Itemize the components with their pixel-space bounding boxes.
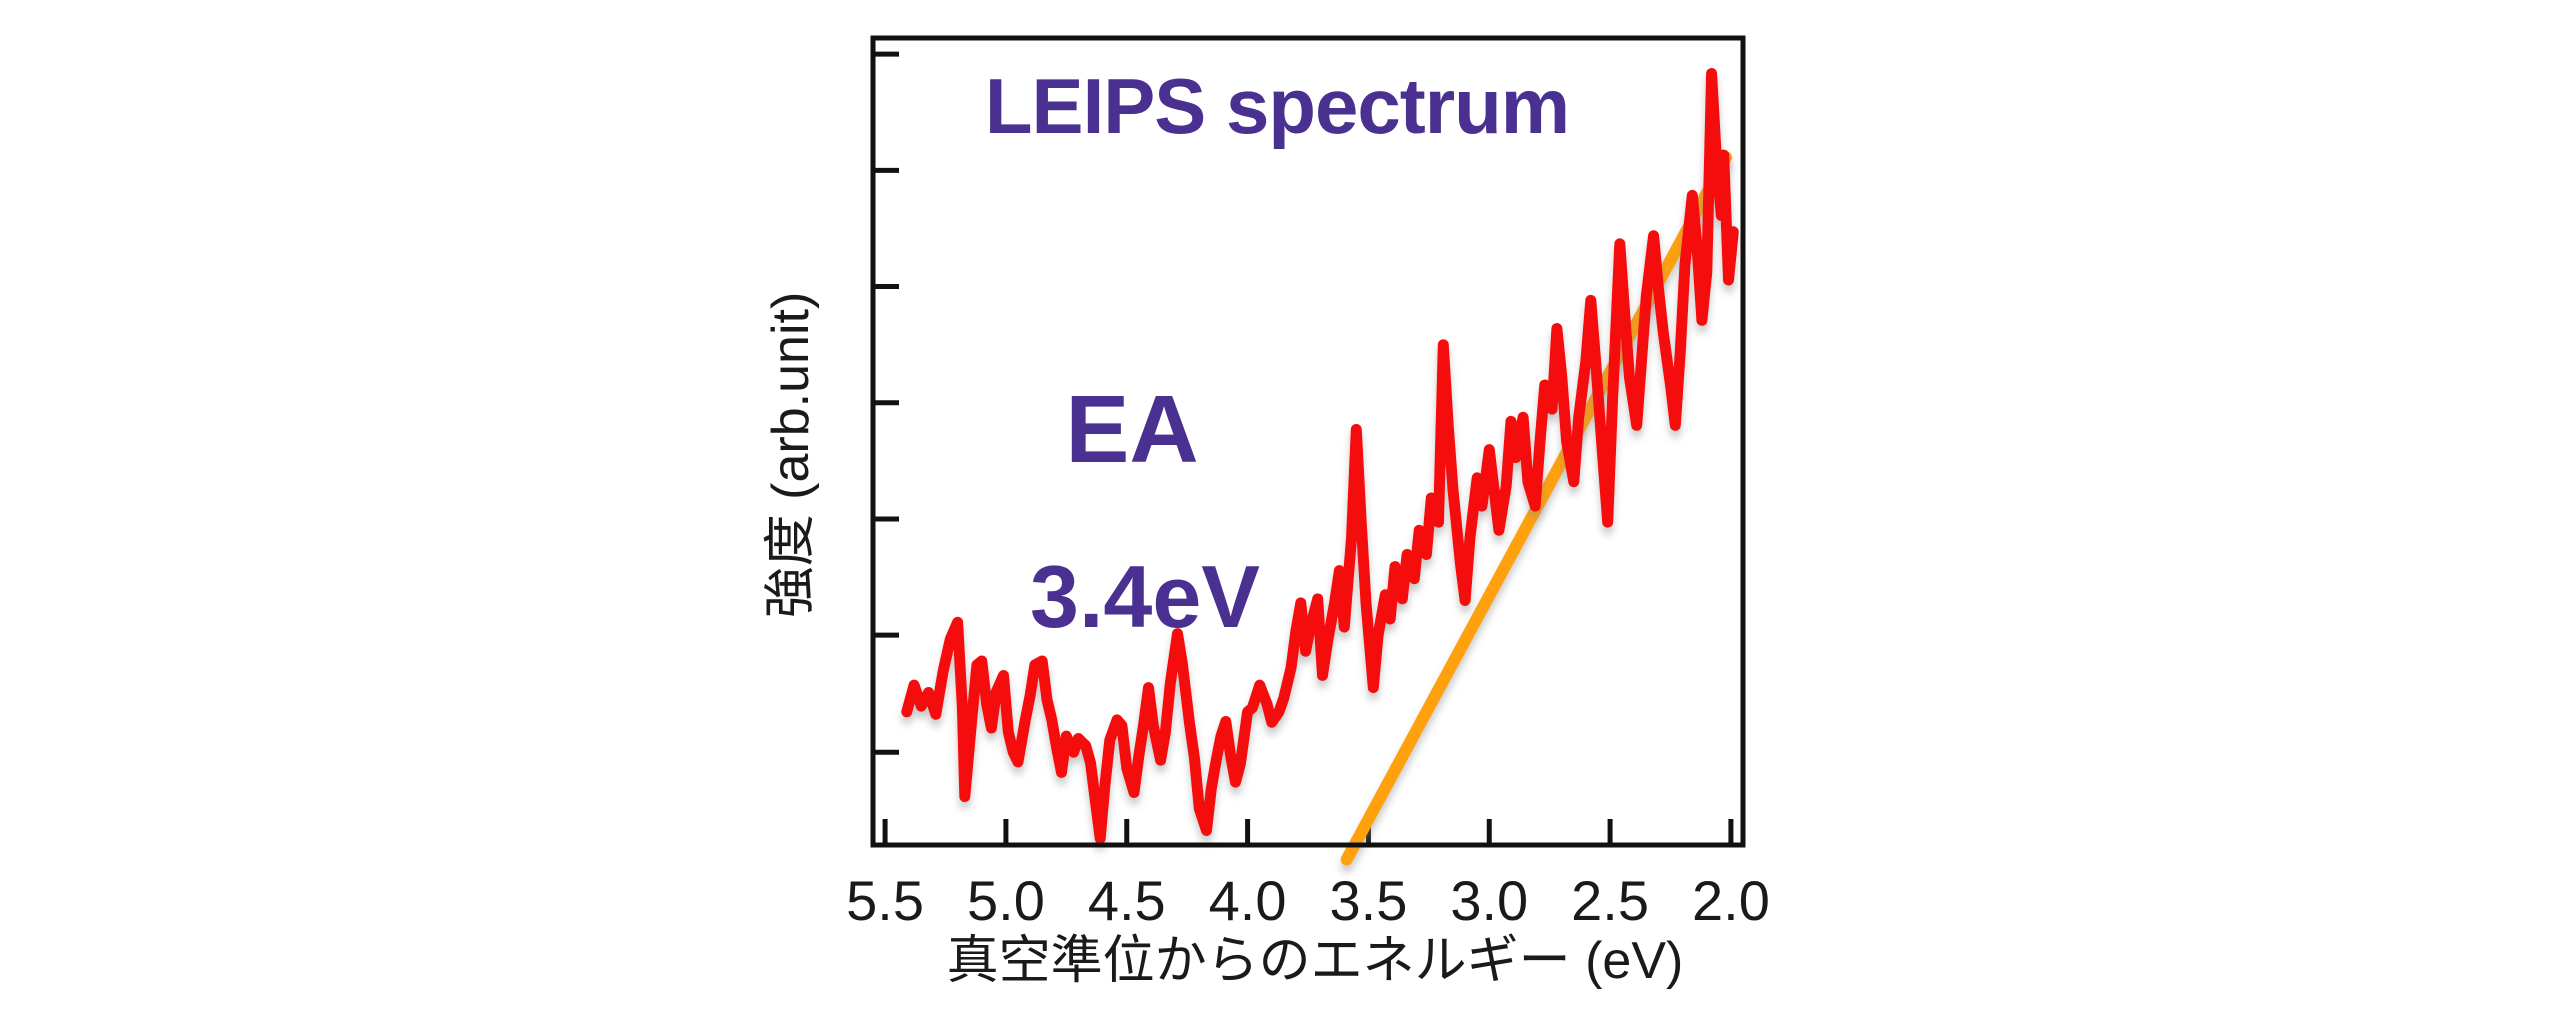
plot-border [870,35,1746,848]
spectrum-curve [901,68,1739,844]
chart-series [901,68,1739,866]
chart-title: LEIPS spectrum [985,62,1569,150]
x-tick-label: 5.0 [967,869,1045,932]
x-tick-label: 4.0 [1209,869,1287,932]
x-tick-label: 3.0 [1450,869,1528,932]
x-axis-label: 真空準位からのエネルギー (eV) [947,932,1684,990]
ea-annotation-value: 3.4eV [1030,547,1260,646]
ea-annotation-label: EA [1065,376,1198,483]
x-tick-label: 3.5 [1329,869,1407,932]
x-tick-label: 4.5 [1088,869,1166,932]
x-tick-label: 2.5 [1571,869,1649,932]
x-tick-label: 5.5 [846,869,924,932]
axis-ticks: 5.5 5.0 4.5 4.0 3.5 3.0 2.5 2.0 [846,51,1770,932]
y-axis-label: 強度 (arb.unit) [762,292,820,619]
x-tick-label: 2.0 [1692,869,1770,932]
